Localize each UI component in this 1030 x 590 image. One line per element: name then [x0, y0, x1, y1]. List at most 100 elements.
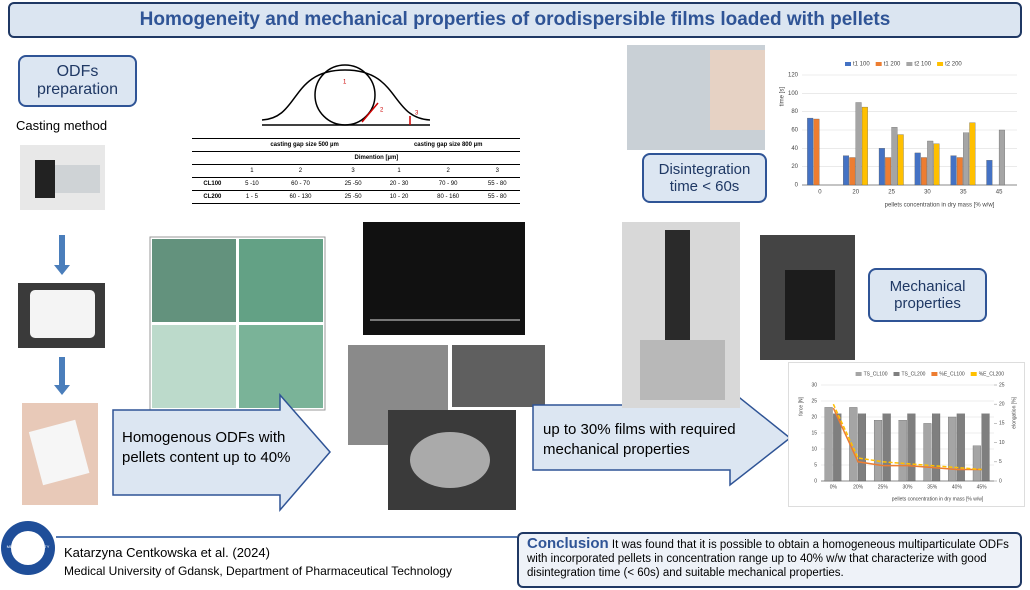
- bar: [907, 413, 916, 482]
- bar: [948, 416, 957, 482]
- x-tick-label: 35%: [927, 484, 938, 490]
- x-tick-label: 20: [852, 190, 859, 196]
- table: casting gap size 500 µm casting gap size …: [192, 138, 520, 204]
- x-tick-label: 0%: [830, 484, 838, 490]
- y-tick-label: 100: [788, 91, 799, 97]
- legend-swatch: [893, 372, 900, 376]
- bar: [963, 132, 970, 186]
- x-tick-label: 25%: [878, 484, 889, 490]
- author: Katarzyna Centkowska et al. (2024): [64, 545, 270, 560]
- y2-tick-label: 0: [999, 478, 1002, 484]
- bar: [998, 129, 1005, 186]
- bar: [956, 157, 963, 186]
- bar: [891, 127, 898, 186]
- y-tick-label: 20: [811, 414, 817, 420]
- table-cell: Dimention [µm]: [232, 151, 520, 165]
- y-tick-label: 30: [811, 382, 817, 388]
- y-tick-label: 80: [791, 109, 798, 115]
- bar: [843, 155, 850, 186]
- table-cell: 25 -50: [329, 177, 377, 191]
- table-cell: [192, 138, 233, 152]
- bar: [849, 157, 856, 186]
- bar: [861, 106, 868, 186]
- title: Homogeneity and mechanical properties of…: [139, 9, 891, 30]
- table-cell: 5 -10: [232, 177, 272, 191]
- legend-label: %E_CL200: [979, 371, 1005, 377]
- legend-swatch: [845, 62, 851, 66]
- y2-tick-label: 20: [999, 402, 1005, 408]
- bar: [813, 118, 820, 186]
- table-cell: 2: [421, 164, 475, 178]
- photo: [30, 290, 95, 338]
- bar: [882, 413, 891, 482]
- photo: [665, 230, 690, 340]
- photo: [640, 340, 725, 400]
- table-cell: 25 -50: [329, 190, 377, 204]
- gap-label: 3: [415, 111, 419, 117]
- table-cell: 55 - 80: [474, 177, 520, 191]
- table-cell: 1: [232, 164, 272, 178]
- y-tick-label: 20: [791, 164, 798, 170]
- x-tick-label: 20%: [853, 484, 864, 490]
- bar: [878, 148, 885, 186]
- sem-image: [410, 432, 490, 488]
- bar: [898, 420, 907, 482]
- down-arrow: [54, 235, 70, 275]
- table-cell: [192, 164, 233, 178]
- legend-label: TS_CL200: [902, 371, 926, 377]
- legend-swatch: [931, 372, 938, 376]
- casting-diagram: [261, 69, 431, 121]
- mechanical-label: Mechanical properties: [868, 268, 987, 322]
- bar: [933, 143, 940, 186]
- x-tick-label: 25: [888, 190, 895, 196]
- photo: [35, 160, 55, 198]
- bar: [885, 157, 892, 186]
- table-cell: 3: [329, 164, 377, 178]
- y-axis-label: time [s]: [780, 87, 786, 107]
- y-tick-label: 60: [791, 128, 798, 134]
- legend-swatch: [937, 62, 944, 66]
- micrograph: [152, 325, 236, 408]
- bar: [927, 140, 934, 186]
- big-arrow: [112, 393, 331, 513]
- y2-axis-label: elongation [%]: [1011, 396, 1017, 428]
- legend-label: %E_CL100: [939, 371, 965, 377]
- bar: [914, 152, 921, 186]
- table-cell: 70 - 90: [421, 177, 475, 191]
- bar: [855, 102, 862, 186]
- micrograph: [239, 325, 323, 408]
- table-cell: CL200: [192, 190, 233, 204]
- bar: [833, 413, 842, 482]
- x-tick-label: 40%: [952, 484, 963, 490]
- bar: [969, 122, 976, 186]
- line: [832, 407, 982, 471]
- bar: [986, 160, 993, 186]
- x-tick-label: 30: [924, 190, 931, 196]
- photo: [710, 50, 765, 130]
- legend-swatch: [906, 62, 913, 66]
- conclusion-heading: Conclusion: [527, 535, 609, 552]
- table-row: CL100 5 -10 60 - 70 25 -50 20 - 30 70 - 90 55 …: [192, 177, 520, 191]
- x-tick-label: 30%: [902, 484, 913, 490]
- table-cell: casting gap size 500 µm: [232, 138, 377, 152]
- y-tick-label: 25: [811, 398, 817, 404]
- bar: [956, 413, 965, 482]
- y-tick-label: 15: [811, 430, 817, 436]
- bar: [923, 423, 932, 482]
- legend-swatch: [875, 62, 882, 66]
- y2-tick-label: 10: [999, 440, 1005, 446]
- preparation-heading: ODFs preparation: [18, 55, 137, 107]
- y-tick-label: 0: [795, 183, 799, 189]
- legend-label: t2 100: [914, 62, 931, 68]
- down-arrow: [54, 357, 70, 395]
- table-cell: 60 - 130: [271, 190, 330, 204]
- bar: [857, 413, 867, 482]
- disintegration-label: Disintegration time < 60s: [642, 153, 767, 203]
- y-tick-label: 0: [814, 478, 817, 484]
- table-row: Dimention [µm]: [192, 151, 520, 165]
- x-tick-label: 35: [960, 190, 967, 196]
- gap-label: 2: [380, 108, 384, 114]
- legend-label: t1 100: [853, 62, 870, 68]
